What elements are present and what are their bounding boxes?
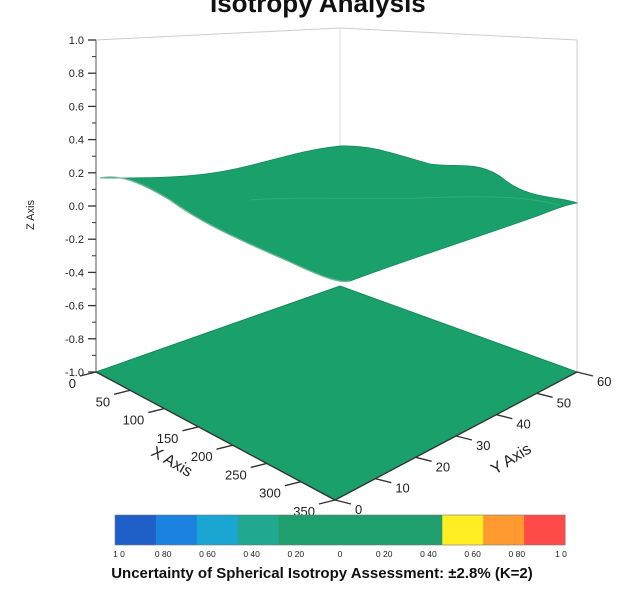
colorbar-label: 0 40 bbox=[420, 549, 437, 559]
z-tick-label: 0.4 bbox=[69, 135, 84, 147]
upper-surface-ridge bbox=[249, 196, 561, 206]
colorbar-segment bbox=[155, 515, 198, 545]
colorbar-segment bbox=[401, 515, 443, 545]
colorbar-label: 0 bbox=[338, 549, 343, 559]
colorbar-segment bbox=[524, 515, 566, 545]
y-tick-label: 30 bbox=[476, 438, 490, 453]
x-tick-mark bbox=[148, 407, 165, 414]
y-tick-mark bbox=[334, 499, 352, 505]
colorbar-label: 0 20 bbox=[376, 549, 393, 559]
z-tick-label: -0.4 bbox=[65, 267, 84, 279]
y-tick-label: 50 bbox=[557, 395, 571, 410]
colorbar-segment bbox=[360, 515, 402, 545]
colorbar-label: 1 0 bbox=[113, 549, 125, 559]
upper-surface-edge-highlight bbox=[99, 176, 351, 283]
y-tick-label: 40 bbox=[516, 417, 530, 432]
z-axis-label: Z Axis bbox=[25, 200, 37, 230]
x-tick-label: 250 bbox=[225, 467, 247, 482]
x-tick-mark bbox=[318, 499, 336, 505]
colorbar-label: 1 0 bbox=[555, 549, 567, 559]
back-wall-top-edge bbox=[95, 27, 341, 41]
colorbar-label: 0 20 bbox=[288, 549, 305, 559]
y-tick-mark bbox=[576, 371, 594, 377]
colorbar-segment bbox=[237, 515, 280, 545]
colorbar-segment bbox=[278, 515, 321, 545]
colorbar-label: 0 80 bbox=[155, 549, 172, 559]
colorbar-segment bbox=[196, 515, 239, 545]
chart-title-text: Isotropy Analysis bbox=[210, 0, 426, 18]
x-tick-label: 200 bbox=[191, 449, 213, 464]
x-tick-mark bbox=[216, 444, 233, 450]
y-tick-mark bbox=[375, 477, 392, 484]
x-tick-label: 50 bbox=[96, 394, 110, 409]
x-tick-mark bbox=[79, 371, 97, 377]
chart-title: Isotropy Analysis bbox=[0, 0, 644, 22]
z-tick-label: -0.2 bbox=[65, 234, 84, 246]
y-tick-label: 10 bbox=[395, 481, 409, 496]
z-tick-label: 0.0 bbox=[69, 201, 84, 213]
x-axis-line bbox=[95, 371, 336, 501]
x-tick-mark bbox=[250, 462, 267, 469]
x-axis-label: X Axis bbox=[148, 444, 195, 481]
upper-surface bbox=[99, 145, 579, 282]
x-tick-mark bbox=[182, 426, 199, 432]
y-tick-label: 0 bbox=[355, 502, 362, 517]
x-tick-label: 100 bbox=[123, 413, 145, 428]
colorbar-label: 0 60 bbox=[464, 549, 481, 559]
y-tick-mark bbox=[455, 435, 473, 441]
colorbar-segment bbox=[442, 515, 484, 545]
x-tick-mark bbox=[113, 389, 131, 395]
y-tick-label: 60 bbox=[597, 374, 611, 389]
z-tick-label: -1.0 bbox=[65, 367, 84, 379]
colorbar-label: 0 80 bbox=[509, 549, 526, 559]
colorbar-label: 0 40 bbox=[243, 549, 260, 559]
colorbar-border bbox=[114, 514, 566, 546]
z-tick-label: -0.8 bbox=[65, 334, 84, 346]
z-tick-label: 1.0 bbox=[69, 35, 84, 47]
x-tick-mark bbox=[284, 481, 302, 487]
y-tick-label: 20 bbox=[436, 459, 450, 474]
y-tick-mark bbox=[415, 456, 432, 463]
x-tick-label: 150 bbox=[157, 431, 179, 446]
z-tick-label: 0.2 bbox=[69, 168, 84, 180]
colorbar-segment bbox=[319, 515, 361, 545]
z-tick-label: -0.6 bbox=[65, 301, 84, 313]
x-tick-label: 0 bbox=[69, 376, 76, 391]
colorbar-segment bbox=[115, 515, 157, 545]
y-axis-label: Y Axis bbox=[488, 441, 534, 479]
y-tick-mark bbox=[536, 392, 553, 399]
z-tick-label: 0.6 bbox=[69, 101, 84, 113]
colorbar-segment bbox=[483, 515, 525, 545]
y-tick-mark bbox=[496, 413, 513, 420]
z-tick-label: 0.8 bbox=[69, 68, 84, 80]
x-tick-label: 300 bbox=[259, 486, 281, 501]
back-wall-top-edge-right bbox=[339, 27, 578, 41]
chart-caption: Uncertainty of Spherical Isotropy Assess… bbox=[111, 565, 533, 582]
colorbar-label: 0 60 bbox=[199, 549, 216, 559]
